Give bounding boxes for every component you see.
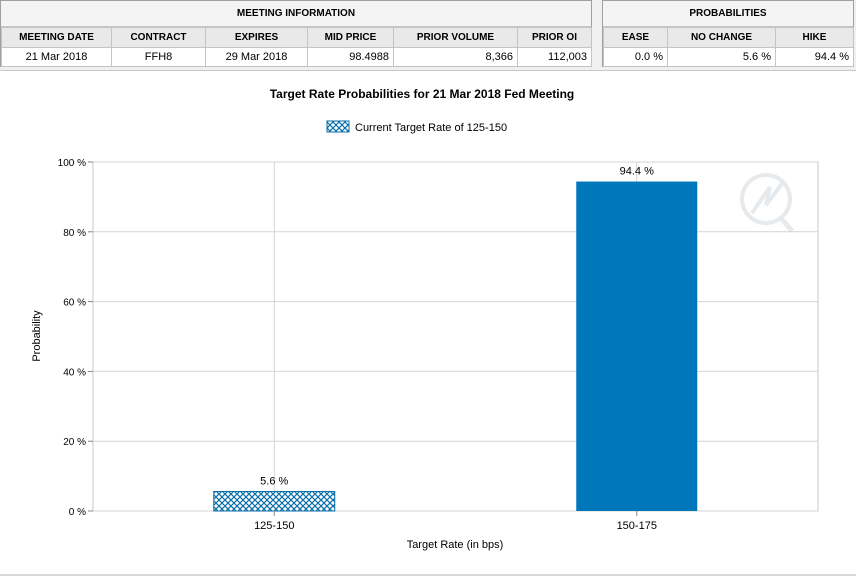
hike-cell: 94.4 %: [775, 47, 854, 67]
contract-cell: FFH8: [111, 47, 206, 67]
table-row[interactable]: 0.0 % 5.6 % 94.4 %: [603, 47, 854, 67]
expires-cell: 29 Mar 2018: [205, 47, 308, 67]
bar-series: 5.6 % 94.4 %: [213, 166, 698, 512]
data-label: 94.4 %: [620, 166, 654, 178]
legend-swatch: [326, 120, 350, 133]
x-axis-ticks: 125-150 150-175: [254, 511, 657, 532]
chart-grid: [92, 161, 819, 512]
chart-title: Target Rate Probabilities for 21 Mar 201…: [270, 87, 575, 101]
legend-label: Current Target Rate of 125-150: [355, 122, 507, 134]
ease-cell: 0.0 %: [603, 47, 668, 67]
col-header-ease[interactable]: EASE: [603, 27, 668, 48]
mid-price-cell: 98.4988: [307, 47, 394, 67]
q-watermark-icon: [740, 173, 794, 233]
meeting-header-row: MEETING DATE CONTRACT EXPIRES MID PRICE …: [1, 27, 592, 48]
meeting-information-panel: MEETING INFORMATION MEETING DATE CONTRAC…: [0, 0, 592, 67]
y-tick-label: 0 %: [69, 507, 86, 518]
bar-150-175[interactable]: [576, 181, 698, 511]
y-axis-label: Probability: [31, 310, 43, 362]
col-header-hike[interactable]: HIKE: [775, 27, 854, 48]
bottom-divider: [0, 574, 856, 576]
col-header-mid-price[interactable]: MID PRICE: [307, 27, 394, 48]
x-tick-label: 125-150: [254, 520, 294, 532]
meeting-date-cell: 21 Mar 2018: [1, 47, 112, 67]
chart-legend: Current Target Rate of 125-150: [326, 120, 507, 134]
chart-panel: Target Rate Probabilities for 21 Mar 201…: [0, 70, 856, 575]
table-row[interactable]: 21 Mar 2018 FFH8 29 Mar 2018 98.4988 8,3…: [1, 47, 592, 67]
no-change-cell: 5.6 %: [667, 47, 776, 67]
col-header-prior-volume[interactable]: PRIOR VOLUME: [393, 27, 518, 48]
bar-125-150[interactable]: [213, 490, 336, 512]
plot-frame: [92, 161, 819, 512]
col-header-no-change[interactable]: NO CHANGE: [667, 27, 776, 48]
probabilities-header-row: EASE NO CHANGE HIKE: [603, 27, 854, 48]
target-rate-chart: Target Rate Probabilities for 21 Mar 201…: [31, 87, 819, 551]
probabilities-table: EASE NO CHANGE HIKE 0.0 % 5.6 % 94.4 %: [603, 27, 854, 67]
y-tick-label: 60 %: [63, 298, 86, 309]
y-axis-ticks: 0 % 20 % 40 % 60 % 80 % 100 %: [58, 158, 93, 518]
y-tick-label: 40 %: [63, 367, 86, 378]
meeting-information-title: MEETING INFORMATION: [1, 1, 591, 27]
x-tick-label: 150-175: [617, 520, 657, 532]
probabilities-panel: PROBABILITIES EASE NO CHANGE HIKE 0.0 % …: [602, 0, 854, 67]
col-header-expires[interactable]: EXPIRES: [205, 27, 308, 48]
probabilities-title: PROBABILITIES: [603, 1, 853, 27]
y-tick-label: 100 %: [58, 158, 86, 169]
col-header-meeting-date[interactable]: MEETING DATE: [1, 27, 112, 48]
data-label: 5.6 %: [260, 475, 288, 487]
x-axis-label: Target Rate (in bps): [407, 539, 504, 551]
col-header-prior-oi[interactable]: PRIOR OI: [517, 27, 592, 48]
prior-oi-cell: 112,003: [517, 47, 592, 67]
y-tick-label: 80 %: [63, 228, 86, 239]
col-header-contract[interactable]: CONTRACT: [111, 27, 206, 48]
y-tick-label: 20 %: [63, 437, 86, 448]
meeting-information-table: MEETING DATE CONTRACT EXPIRES MID PRICE …: [1, 27, 592, 67]
prior-volume-cell: 8,366: [393, 47, 518, 67]
